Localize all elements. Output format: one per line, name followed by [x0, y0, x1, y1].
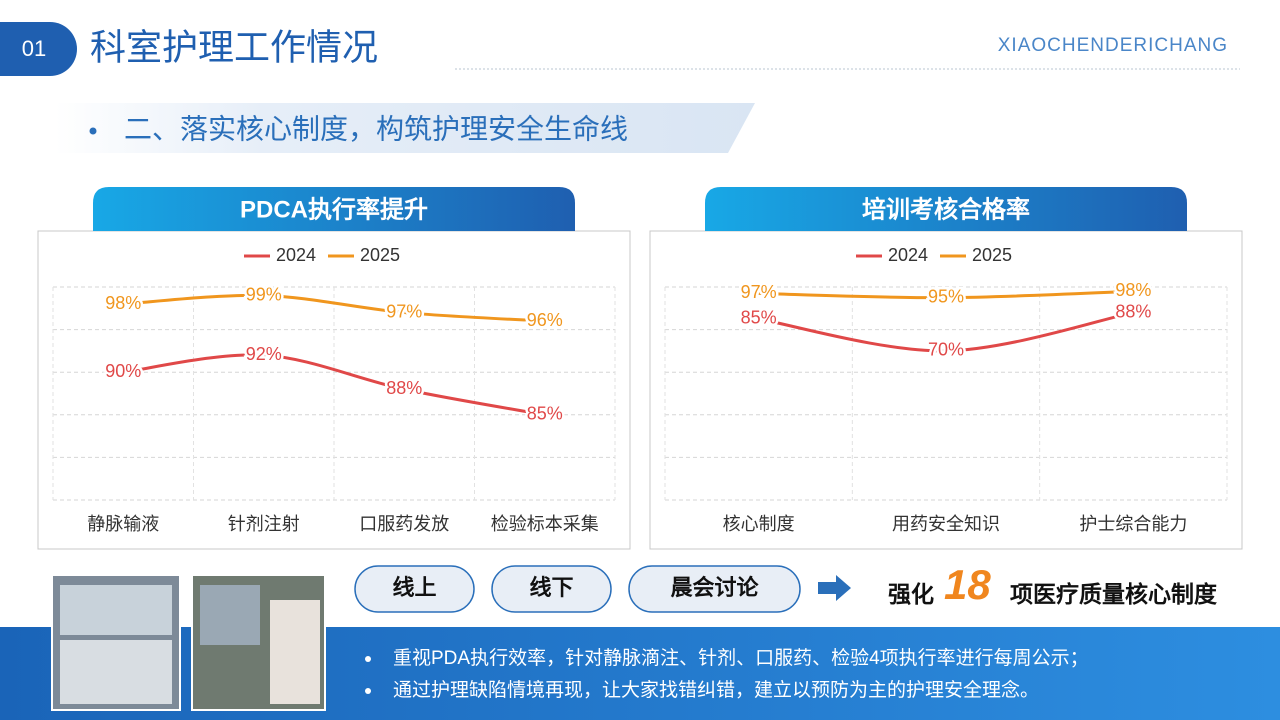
series-line [123, 293, 545, 323]
chart-title: PDCA执行率提升 [240, 195, 428, 223]
legend-label: 2024 [888, 245, 928, 265]
photo-detail [60, 640, 172, 704]
bullet-dot [365, 656, 371, 662]
chart-frame [37, 230, 631, 550]
chart-tab [705, 187, 1187, 231]
number-badge [0, 22, 77, 76]
bullet-dot [89, 127, 97, 135]
legend-label: 2025 [972, 245, 1012, 265]
data-label: 70% [928, 340, 964, 360]
highlight-prefix: 强化 [888, 581, 934, 607]
subtitle: 二、落实核心制度，构筑护理安全生命线 [124, 113, 628, 144]
brand: XIAOCHENDERICHANG [998, 35, 1228, 56]
method-button [491, 565, 612, 613]
data-label: 99% [246, 284, 282, 304]
data-label: 95% [928, 286, 964, 306]
method-label: 线下 [529, 575, 573, 600]
bullet-text: 通过护理缺陷情境再现，让大家找错纠错，建立以预防为主的护理安全理念。 [393, 678, 1039, 701]
data-label: 92% [246, 344, 282, 364]
series-line [123, 353, 546, 417]
x-tick-label: 护士综合能力 [1079, 514, 1187, 534]
x-tick-label: 针剂注射 [228, 514, 300, 534]
data-label: 88% [1115, 301, 1151, 321]
legend-label: 2025 [360, 245, 400, 265]
bullet-text: 重视PDA执行效率，针对静脉滴注、针剂、口服药、检验4项执行率进行每周公示； [393, 647, 1089, 669]
method-button [354, 565, 475, 613]
data-label: 88% [386, 378, 422, 398]
photo-detail [270, 600, 320, 704]
data-label: 98% [105, 293, 141, 313]
page-title: 科室护理工作情况 [90, 27, 378, 68]
highlight-number: 18 [944, 561, 991, 608]
x-tick-label: 检验标本采集 [491, 514, 599, 534]
data-label: 97% [741, 282, 777, 302]
photo-detail [200, 585, 260, 645]
section-number: 01 [22, 36, 46, 61]
method-label: 晨会讨论 [670, 575, 759, 600]
series-line [758, 311, 1134, 353]
x-tick-label: 口服药发放 [359, 514, 449, 534]
data-label: 90% [105, 361, 141, 381]
subtitle-banner [55, 103, 755, 153]
chart-frame [649, 230, 1243, 550]
chart-tab [93, 187, 575, 231]
highlight-suffix: 项医疗质量核心制度 [1010, 581, 1218, 607]
method-label: 线上 [392, 575, 436, 600]
bullet-dot [365, 688, 371, 694]
legend-label: 2024 [276, 245, 316, 265]
photo-detail [60, 585, 172, 635]
data-label: 96% [527, 310, 563, 330]
chart-title: 培训考核合格率 [862, 195, 1030, 223]
data-label: 98% [1115, 280, 1151, 300]
x-tick-label: 核心制度 [723, 514, 795, 534]
arrow [818, 575, 851, 601]
x-tick-label: 用药安全知识 [892, 514, 1000, 534]
data-label: 85% [527, 404, 563, 424]
data-label: 97% [386, 301, 422, 321]
x-tick-label: 静脉输液 [87, 514, 159, 534]
data-label: 85% [741, 308, 777, 328]
method-button [628, 565, 801, 613]
series-line [758, 289, 1134, 300]
